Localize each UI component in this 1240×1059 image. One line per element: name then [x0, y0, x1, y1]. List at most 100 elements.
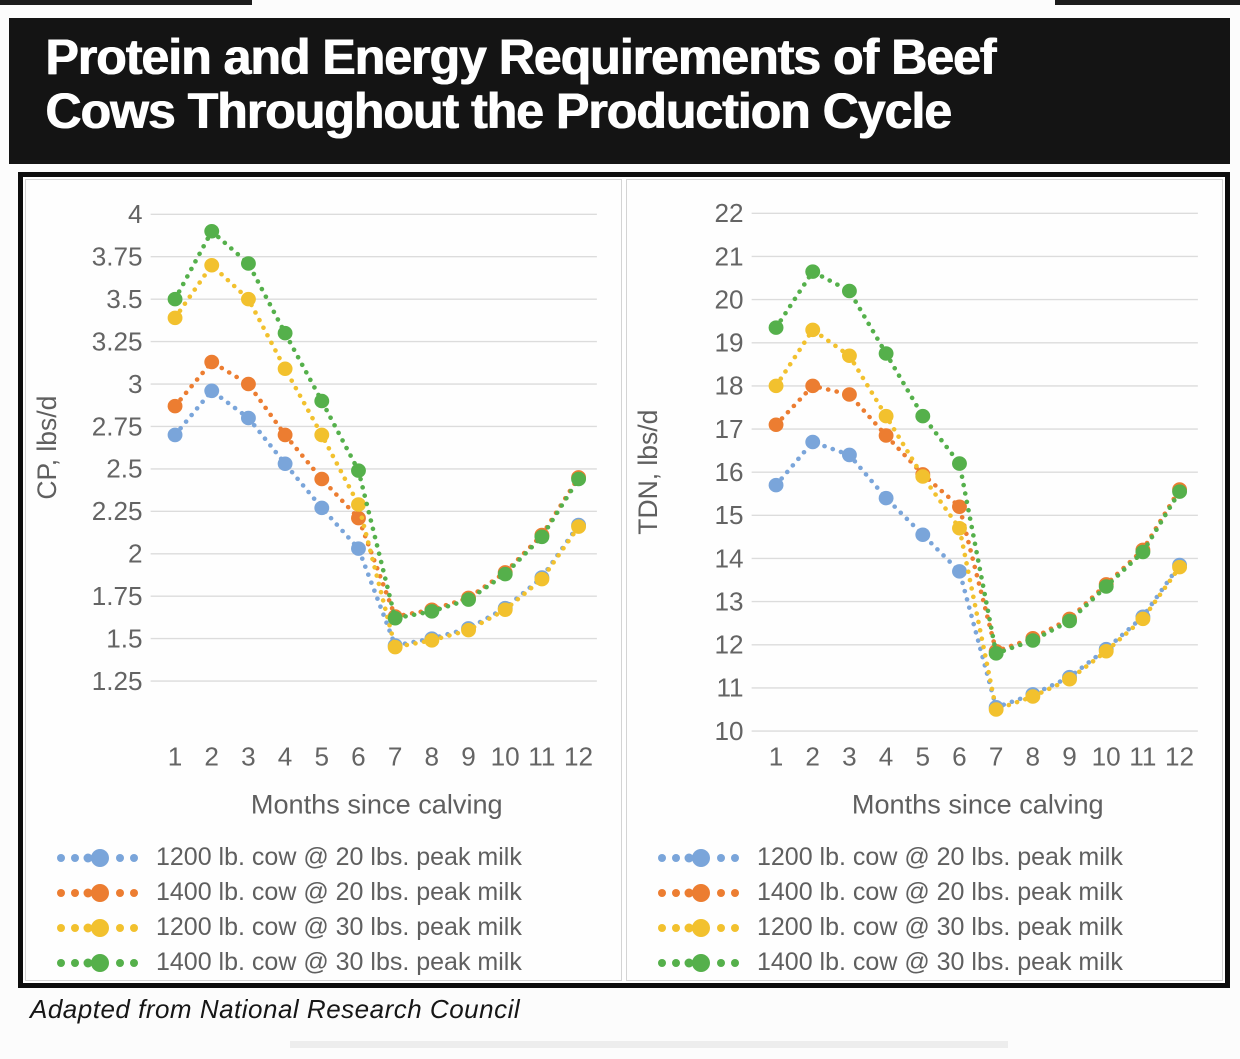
svg-text:11: 11 — [1129, 744, 1156, 772]
y-axis-title: CP, lbs/d — [32, 396, 62, 500]
svg-text:18: 18 — [715, 373, 744, 401]
svg-text:10: 10 — [715, 718, 744, 746]
svg-text:4: 4 — [879, 744, 894, 772]
scan-artifact-bottom — [290, 1041, 1008, 1048]
svg-text:19: 19 — [715, 330, 744, 358]
svg-text:12: 12 — [715, 632, 744, 660]
series-0 — [167, 383, 587, 653]
svg-text:4: 4 — [128, 201, 143, 229]
svg-text:1: 1 — [769, 744, 784, 772]
svg-text:9: 9 — [1062, 744, 1077, 772]
svg-text:2.25: 2.25 — [92, 498, 143, 526]
legend-label: 1400 lb. cow @ 20 lbs. peak milk — [757, 878, 1123, 906]
y-axis-tick-labels: 22 21 20 19 18 17 16 15 14 13 12 11 10 — [715, 200, 744, 745]
svg-text:2: 2 — [805, 744, 820, 772]
svg-text:8: 8 — [425, 744, 440, 772]
tdn-chart-panel: 22 21 20 19 18 17 16 15 14 13 12 11 10 1 2 3 4 5 6 7 8 9 10 11 1… — [626, 179, 1223, 981]
svg-text:2: 2 — [204, 744, 219, 772]
y-axis-tick-labels: 4 3.75 3.5 3.25 3 2.75 2.5 2.25 2 1.75 1.5 1.25 — [92, 201, 143, 695]
dotted-line-marker-orange — [57, 883, 138, 902]
svg-text:13: 13 — [715, 589, 744, 617]
legend-row: 1400 lb. cow @ 30 lbs. peak milk — [54, 945, 621, 980]
legend-row: 1200 lb. cow @ 30 lbs. peak milk — [655, 910, 1222, 945]
svg-text:3.5: 3.5 — [106, 286, 142, 314]
dotted-line-marker-green — [658, 953, 739, 972]
svg-text:10: 10 — [491, 744, 520, 772]
svg-text:16: 16 — [715, 459, 744, 487]
svg-text:3: 3 — [128, 371, 143, 399]
svg-text:3: 3 — [241, 744, 256, 772]
legend-label: 1200 lb. cow @ 20 lbs. peak milk — [757, 843, 1123, 871]
svg-text:11: 11 — [528, 744, 555, 772]
page-title-line2: Cows Throughout the Production Cycle — [45, 82, 952, 139]
svg-text:20: 20 — [715, 287, 744, 315]
svg-text:2.75: 2.75 — [92, 414, 143, 442]
svg-text:22: 22 — [715, 200, 744, 228]
charts-container: 4 3.75 3.5 3.25 3 2.75 2.5 2.25 2 1.75 1.5 1.25 1 2 3 4… — [18, 172, 1230, 988]
cp-chart-legend: 1200 lb. cow @ 20 lbs. peak milk 1400 lb… — [26, 834, 621, 980]
svg-text:12: 12 — [1165, 744, 1194, 772]
x-axis-title: Months since calving — [852, 790, 1104, 820]
x-axis-tick-labels: 1 2 3 4 5 6 7 8 9 10 11 12 — [168, 744, 593, 772]
svg-text:2: 2 — [128, 541, 143, 569]
scan-artifact-top-right — [1055, 0, 1240, 5]
svg-text:4: 4 — [278, 744, 293, 772]
page-title-line1: Protein and Energy Requirements of Beef — [45, 29, 996, 85]
svg-text:3.75: 3.75 — [92, 244, 143, 272]
legend-label: 1400 lb. cow @ 20 lbs. peak milk — [156, 878, 522, 906]
svg-text:7: 7 — [989, 744, 1004, 772]
dotted-line-marker-yellow — [658, 918, 739, 937]
series-1 — [768, 378, 1188, 659]
scan-artifact-top-left — [0, 0, 252, 5]
svg-text:7: 7 — [388, 744, 403, 772]
legend-row: 1400 lb. cow @ 30 lbs. peak milk — [655, 945, 1222, 980]
dotted-line-marker-yellow — [57, 918, 138, 937]
series-2 — [768, 322, 1188, 717]
legend-label: 1200 lb. cow @ 20 lbs. peak milk — [156, 843, 522, 871]
svg-text:5: 5 — [915, 744, 930, 772]
svg-text:9: 9 — [461, 744, 476, 772]
series-3 — [167, 224, 587, 626]
legend-row: 1200 lb. cow @ 20 lbs. peak milk — [54, 840, 621, 875]
svg-text:3.25: 3.25 — [92, 329, 143, 357]
legend-label: 1400 lb. cow @ 30 lbs. peak milk — [156, 948, 522, 976]
dotted-line-marker-orange — [658, 883, 739, 902]
svg-text:17: 17 — [715, 416, 744, 444]
svg-text:21: 21 — [715, 244, 744, 272]
svg-text:8: 8 — [1026, 744, 1041, 772]
title-banner: Protein and Energy Requirements of Beef … — [9, 18, 1230, 164]
svg-text:6: 6 — [351, 744, 366, 772]
svg-text:1.25: 1.25 — [92, 668, 143, 696]
svg-text:10: 10 — [1092, 744, 1121, 772]
y-axis-title: TDN, lbs/d — [633, 410, 663, 535]
gridlines — [150, 213, 597, 682]
dotted-line-marker-blue — [658, 848, 739, 867]
x-axis-title: Months since calving — [251, 790, 503, 820]
svg-text:2.5: 2.5 — [106, 456, 142, 484]
legend-row: 1200 lb. cow @ 30 lbs. peak milk — [54, 910, 621, 945]
svg-text:1: 1 — [168, 744, 183, 772]
cp-chart-panel: 4 3.75 3.5 3.25 3 2.75 2.5 2.25 2 1.75 1.5 1.25 1 2 3 4… — [25, 179, 622, 981]
legend-label: 1200 lb. cow @ 30 lbs. peak milk — [757, 913, 1123, 941]
svg-text:6: 6 — [952, 744, 967, 772]
legend-label: 1400 lb. cow @ 30 lbs. peak milk — [757, 948, 1123, 976]
svg-text:14: 14 — [715, 546, 744, 574]
svg-text:15: 15 — [715, 502, 744, 530]
svg-text:1.5: 1.5 — [106, 626, 142, 654]
svg-text:3: 3 — [842, 744, 857, 772]
legend-label: 1200 lb. cow @ 30 lbs. peak milk — [156, 913, 522, 941]
tdn-chart-legend: 1200 lb. cow @ 20 lbs. peak milk 1400 lb… — [627, 834, 1222, 980]
x-axis-tick-labels: 1 2 3 4 5 6 7 8 9 10 11 12 — [769, 744, 1194, 772]
svg-text:12: 12 — [564, 744, 593, 772]
dotted-line-marker-green — [57, 953, 138, 972]
svg-text:1.75: 1.75 — [92, 583, 143, 611]
legend-row: 1400 lb. cow @ 20 lbs. peak milk — [54, 875, 621, 910]
legend-row: 1400 lb. cow @ 20 lbs. peak milk — [655, 875, 1222, 910]
series-2 — [167, 257, 587, 655]
series-3 — [768, 264, 1188, 661]
svg-text:5: 5 — [314, 744, 329, 772]
source-attribution: Adapted from National Research Council — [30, 994, 521, 1024]
gridlines — [751, 212, 1198, 732]
